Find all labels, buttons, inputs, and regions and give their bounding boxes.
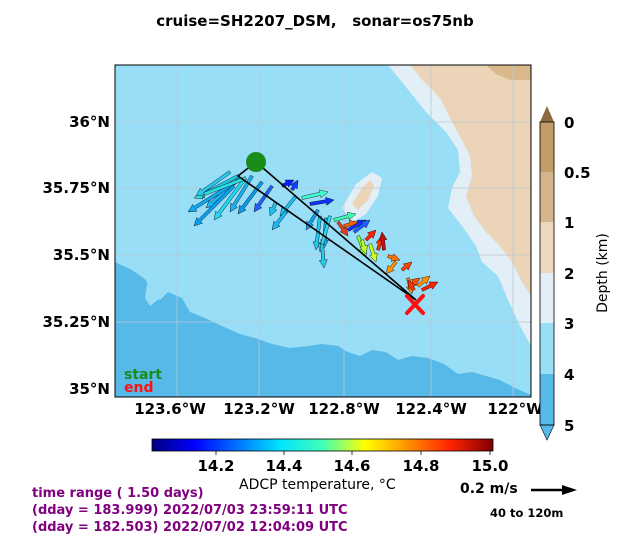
- depth-tick: 2: [564, 265, 574, 283]
- lon-tick: 122°W: [487, 400, 543, 418]
- depth-tick: 5: [564, 417, 574, 435]
- scale-label: 0.2 m/s: [460, 481, 518, 497]
- colorbar-extend-top: [540, 106, 554, 122]
- current-vector-arrow: [195, 170, 232, 197]
- depth-tick: 4: [564, 366, 574, 384]
- current-vector-arrow: [336, 220, 349, 237]
- current-vector-arrow: [333, 211, 357, 222]
- current-vector-arrow: [407, 279, 416, 292]
- current-vector-arrow: [318, 243, 328, 269]
- current-vector-arrow: [387, 253, 401, 262]
- lon-tick: 123.6°W: [134, 400, 206, 418]
- current-vector-arrow: [309, 197, 335, 206]
- lon-tick: 122.8°W: [308, 400, 380, 418]
- temp-tick: 15.0: [471, 457, 508, 475]
- current-vector-arrow: [213, 178, 246, 221]
- ocean-deep: [115, 262, 531, 397]
- lat-tick: 36°N: [69, 113, 110, 131]
- current-vector-arrow: [343, 220, 359, 229]
- current-vector-arrow: [271, 210, 288, 231]
- current-vector-arrow: [193, 184, 236, 227]
- temp-tick: 14.4: [265, 457, 302, 475]
- depth-tick: 1: [564, 214, 574, 232]
- current-vector-arrow: [385, 260, 398, 275]
- current-vector-arrow: [301, 189, 329, 200]
- current-vector-arrow: [290, 179, 299, 192]
- current-vector-arrow: [253, 184, 274, 213]
- current-vectors: [187, 170, 439, 295]
- current-vector-arrow: [352, 219, 371, 234]
- lat-tick: 35.5°N: [53, 246, 110, 264]
- end-marker: [405, 294, 425, 315]
- lon-tick: 123.2°W: [223, 400, 295, 418]
- depth-tick: 0: [564, 114, 574, 132]
- land-island: [352, 180, 374, 210]
- seamount: [145, 283, 160, 306]
- land-coast: [410, 65, 531, 296]
- depth-colorbar-label: Depth (km): [595, 233, 611, 313]
- current-vector-arrow: [416, 275, 431, 288]
- map-frame: [114, 64, 532, 398]
- gridlines: [115, 65, 531, 397]
- current-vector-arrow: [368, 243, 378, 263]
- depth-tick: 0.5: [564, 164, 591, 182]
- temp-colorbar-label: ADCP temperature, °C: [239, 477, 396, 493]
- current-vector-arrow: [312, 215, 322, 251]
- end-label: end: [124, 380, 153, 396]
- depth-range-label: 40 to 120m: [490, 506, 564, 520]
- colorbar-extend-bottom: [539, 424, 555, 441]
- land-highland: [486, 65, 531, 80]
- current-vector-arrow: [400, 261, 413, 272]
- plot-title: cruise=SH2207_DSM, sonar=os75nb: [156, 12, 474, 30]
- current-vector-arrow: [378, 231, 388, 251]
- depth-tick: 3: [564, 315, 574, 333]
- scale-arrow: [531, 485, 577, 495]
- depth-colorbar: 0 0.5 1 2 3 4 5 Depth (km): [539, 106, 611, 441]
- current-vector-arrow: [364, 229, 377, 242]
- map-area: [115, 65, 531, 397]
- time-range-text: time range ( 1.50 days): [32, 486, 204, 501]
- lon-tick: 122.4°W: [395, 400, 467, 418]
- lat-tick: 35.75°N: [43, 179, 111, 197]
- start-marker: [246, 152, 266, 172]
- temp-tick: 14.2: [197, 457, 234, 475]
- lon-axis: 123.6°W 123.2°W 122.8°W 122.4°W 122°W: [134, 400, 543, 418]
- current-vector-arrow: [359, 239, 368, 255]
- start-time-text: (dday = 182.503) 2022/07/02 12:04:09 UTC: [32, 520, 348, 535]
- current-vector-arrow: [421, 281, 439, 292]
- current-vector-arrow: [229, 174, 254, 213]
- lat-axis: 36°N 35.75°N 35.5°N 35.25°N 35°N: [43, 113, 111, 398]
- temp-tick: 14.8: [402, 457, 439, 475]
- ship-track: [236, 161, 417, 301]
- lat-tick: 35.25°N: [43, 313, 111, 331]
- end-time-text: (dday = 183.999) 2022/07/03 23:59:11 UTC: [32, 503, 348, 518]
- temp-tick: 14.6: [333, 457, 370, 475]
- lat-tick: 35°N: [69, 380, 110, 398]
- start-label: start: [124, 367, 162, 383]
- temp-colorbar: 14.2 14.4 14.6 14.8 15.0: [151, 438, 509, 475]
